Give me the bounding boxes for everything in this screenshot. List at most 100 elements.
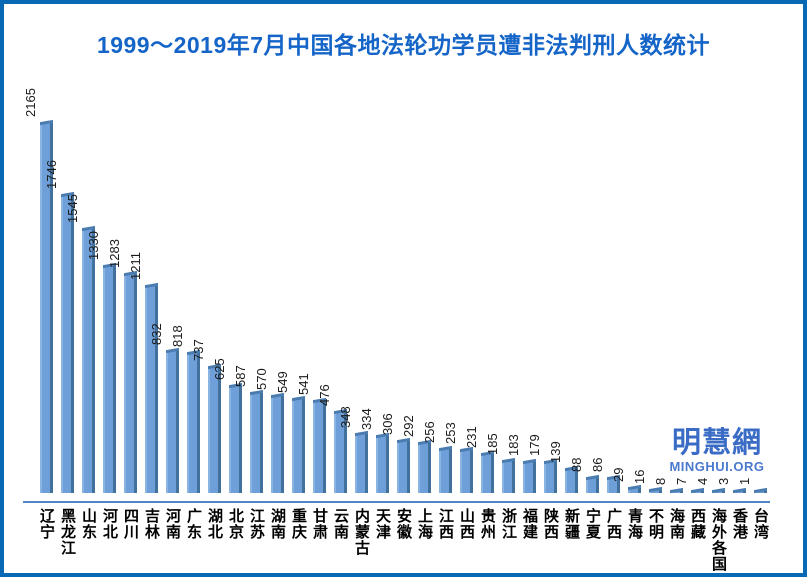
bar-value-label: 549 bbox=[275, 371, 290, 393]
bar-value-label: 1746 bbox=[44, 160, 59, 189]
bar bbox=[607, 478, 620, 493]
bar-category-label: 安徽 bbox=[395, 508, 412, 540]
bar bbox=[439, 449, 452, 493]
bar bbox=[397, 441, 410, 493]
bar bbox=[166, 351, 179, 493]
bar-category-label: 云南 bbox=[332, 508, 349, 540]
bar-category-label: 上海 bbox=[416, 508, 433, 540]
bar-chart-plot-area: 2165 辽宁 1746 黑龙江 1545 山东 1330 河北 1283 四川 1211 吉林 832… bbox=[4, 4, 803, 573]
bar bbox=[271, 396, 284, 493]
bar bbox=[649, 490, 662, 493]
bar-category-label: 香港 bbox=[731, 508, 748, 540]
bar-value-label: 334 bbox=[359, 408, 374, 430]
bar bbox=[124, 274, 137, 493]
bar-value-label: 16 bbox=[632, 469, 647, 484]
bar-category-label: 宁夏 bbox=[584, 508, 601, 540]
bar bbox=[691, 491, 704, 493]
bar-value-label: 253 bbox=[443, 422, 458, 444]
bar-value-label: 139 bbox=[548, 441, 563, 463]
bar-category-label: 新疆 bbox=[563, 508, 580, 540]
bar bbox=[40, 123, 53, 493]
bar-value-label: 86 bbox=[590, 457, 605, 472]
bar-category-label: 青海 bbox=[626, 508, 643, 540]
bar-value-label: 570 bbox=[254, 368, 269, 390]
bar-category-label: 辽宁 bbox=[38, 508, 55, 540]
bar-category-label: 重庆 bbox=[290, 508, 307, 540]
bar-value-label: 306 bbox=[380, 413, 395, 435]
bar bbox=[670, 491, 683, 493]
bar bbox=[208, 367, 221, 493]
bar-value-label: 292 bbox=[401, 415, 416, 437]
bar-value-label: 4 bbox=[695, 477, 710, 485]
bar bbox=[355, 434, 368, 493]
bar-value-label: 587 bbox=[233, 365, 248, 387]
bar-value-label: 348 bbox=[338, 406, 353, 428]
bar-value-label: 476 bbox=[317, 384, 332, 406]
bar bbox=[754, 491, 767, 493]
bar bbox=[502, 461, 515, 493]
chart-title: 1999～2019年7月中国各地法轮功学员遭非法判刑人数统计 bbox=[96, 32, 711, 58]
bar-value-label: 1283 bbox=[107, 239, 122, 268]
bar-category-label: 海南 bbox=[668, 508, 685, 540]
bar-category-label: 陕西 bbox=[542, 508, 559, 540]
bar-value-label: 231 bbox=[464, 426, 479, 448]
bar bbox=[187, 353, 200, 493]
bar-category-label: 四川 bbox=[122, 508, 139, 540]
bar-value-label: 3 bbox=[716, 477, 731, 485]
bar bbox=[82, 229, 95, 493]
bar bbox=[61, 195, 74, 493]
bar bbox=[565, 469, 578, 493]
bar bbox=[712, 491, 725, 493]
bar-value-label: 29 bbox=[611, 467, 626, 482]
bar-value-label: 1330 bbox=[86, 231, 101, 260]
bar-category-label: 西藏 bbox=[689, 508, 706, 540]
x-axis-line bbox=[23, 501, 770, 503]
bar bbox=[523, 462, 536, 493]
bar-category-label: 山东 bbox=[80, 508, 97, 540]
bar-value-label: 7 bbox=[674, 477, 689, 485]
bar bbox=[418, 443, 431, 493]
bar-category-label: 甘肃 bbox=[311, 508, 328, 540]
bar-value-label: 541 bbox=[296, 373, 311, 395]
bar bbox=[103, 266, 116, 493]
bar bbox=[229, 386, 242, 493]
bar-category-label: 江西 bbox=[437, 508, 454, 540]
bar bbox=[733, 491, 746, 493]
bar bbox=[145, 286, 158, 493]
bar-category-label: 湖北 bbox=[206, 508, 223, 540]
bar-category-label: 浙江 bbox=[500, 508, 517, 540]
bar-category-label: 天津 bbox=[374, 508, 391, 540]
bar bbox=[292, 399, 305, 493]
bar bbox=[250, 393, 263, 493]
bar-value-label: 8 bbox=[653, 477, 668, 485]
bar bbox=[460, 450, 473, 493]
bar-category-label: 广东 bbox=[185, 508, 202, 540]
bar-value-label: 256 bbox=[422, 421, 437, 443]
bar-category-label: 海外各国 bbox=[710, 508, 727, 572]
bar-category-label: 台湾 bbox=[752, 508, 769, 540]
bar-category-label: 湖南 bbox=[269, 508, 286, 540]
bar bbox=[628, 488, 641, 493]
bar-category-label: 吉林 bbox=[143, 508, 160, 540]
bar bbox=[481, 454, 494, 493]
bar-value-label: 1211 bbox=[128, 252, 143, 280]
bar-category-label: 广西 bbox=[605, 508, 622, 540]
bar bbox=[334, 412, 347, 493]
bar-category-label: 河北 bbox=[101, 508, 118, 540]
bar-category-label: 山西 bbox=[458, 508, 475, 540]
bar-value-label: 1545 bbox=[65, 194, 80, 223]
bar-category-label: 贵州 bbox=[479, 508, 496, 540]
bar-category-label: 江苏 bbox=[248, 508, 265, 540]
bar-value-label: 625 bbox=[212, 358, 227, 380]
bar-category-label: 北京 bbox=[227, 508, 244, 540]
bar bbox=[586, 478, 599, 493]
bar bbox=[313, 401, 326, 493]
bar-category-label: 黑龙江 bbox=[59, 508, 76, 556]
bar-value-label: 88 bbox=[569, 457, 584, 472]
bar-value-label: 183 bbox=[506, 434, 521, 456]
bar-value-label: 818 bbox=[170, 325, 185, 347]
bar bbox=[376, 436, 389, 493]
bar bbox=[544, 462, 557, 493]
bar-value-label: 832 bbox=[149, 323, 164, 345]
